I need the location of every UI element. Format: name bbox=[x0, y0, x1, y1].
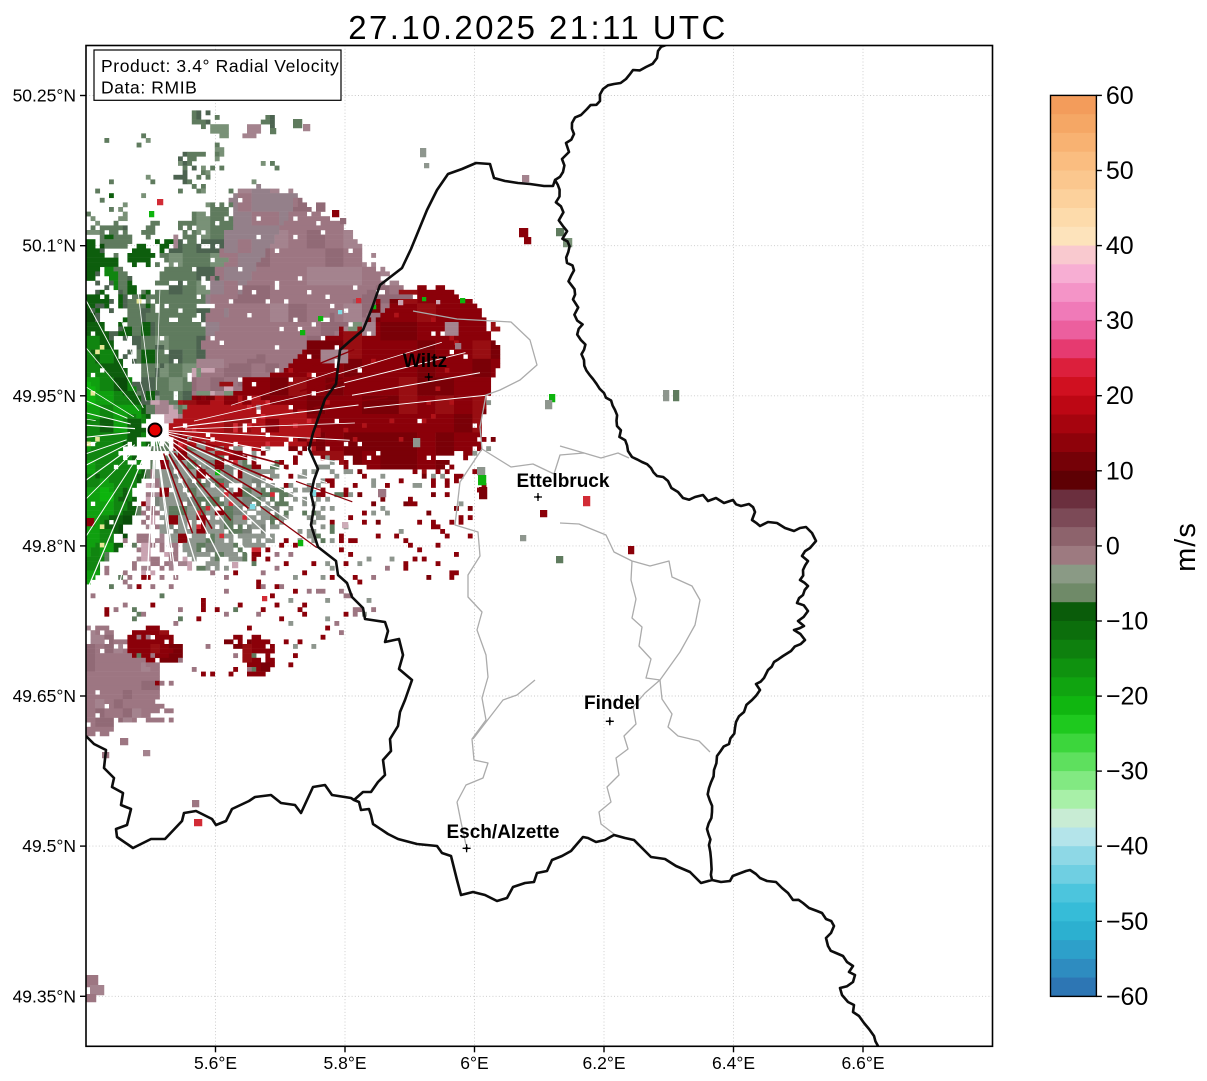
svg-text:Data: RMIB: Data: RMIB bbox=[101, 78, 197, 98]
svg-text:m/s: m/s bbox=[1170, 522, 1202, 572]
svg-text:−40: −40 bbox=[1106, 833, 1148, 861]
svg-text:40: 40 bbox=[1106, 232, 1134, 260]
svg-text:5.8°E: 5.8°E bbox=[324, 1053, 367, 1073]
svg-text:−60: −60 bbox=[1106, 983, 1148, 1011]
svg-text:49.8°N: 49.8°N bbox=[22, 536, 76, 556]
svg-text:−50: −50 bbox=[1106, 908, 1148, 936]
svg-text:Product: 3.4° Radial Velocity: Product: 3.4° Radial Velocity bbox=[101, 56, 339, 76]
svg-text:50.25°N: 50.25°N bbox=[13, 86, 76, 106]
svg-text:49.5°N: 49.5°N bbox=[22, 836, 76, 856]
svg-text:−30: −30 bbox=[1106, 758, 1148, 786]
svg-text:30: 30 bbox=[1106, 307, 1134, 335]
svg-text:6.4°E: 6.4°E bbox=[712, 1053, 755, 1073]
svg-text:6°E: 6°E bbox=[460, 1053, 488, 1073]
svg-text:10: 10 bbox=[1106, 457, 1134, 485]
svg-text:0: 0 bbox=[1106, 532, 1120, 560]
svg-text:6.6°E: 6.6°E bbox=[842, 1053, 885, 1073]
svg-text:50: 50 bbox=[1106, 157, 1134, 185]
svg-text:−10: −10 bbox=[1106, 608, 1148, 636]
svg-text:Wiltz: Wiltz bbox=[403, 351, 447, 372]
svg-text:50.1°N: 50.1°N bbox=[22, 236, 76, 256]
svg-text:49.65°N: 49.65°N bbox=[13, 686, 76, 706]
svg-text:6.2°E: 6.2°E bbox=[583, 1053, 626, 1073]
svg-text:Esch/Alzette: Esch/Alzette bbox=[447, 822, 560, 843]
svg-text:5.6°E: 5.6°E bbox=[194, 1053, 237, 1073]
svg-text:49.95°N: 49.95°N bbox=[13, 386, 76, 406]
svg-text:−20: −20 bbox=[1106, 683, 1148, 711]
svg-text:Ettelbruck: Ettelbruck bbox=[517, 471, 610, 492]
svg-text:60: 60 bbox=[1106, 82, 1134, 110]
svg-text:Findel: Findel bbox=[584, 693, 640, 714]
svg-text:49.35°N: 49.35°N bbox=[13, 986, 76, 1006]
svg-text:20: 20 bbox=[1106, 382, 1134, 410]
svg-text:27.10.2025 21:11 UTC: 27.10.2025 21:11 UTC bbox=[348, 9, 727, 46]
